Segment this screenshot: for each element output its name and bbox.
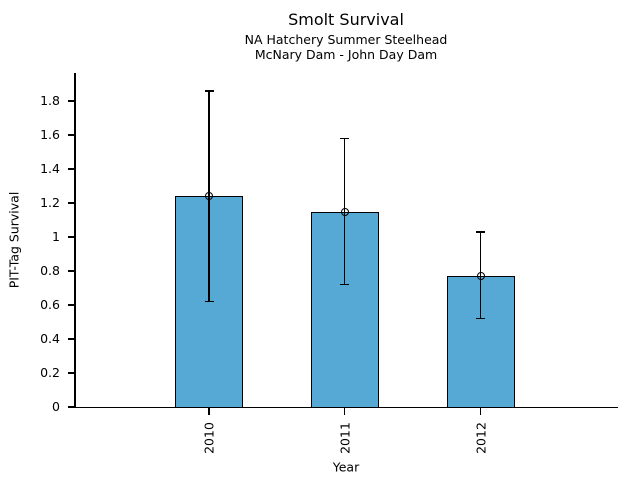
y-tick-label: 1 — [52, 229, 60, 244]
y-tick — [68, 406, 75, 408]
y-tick — [68, 236, 75, 238]
chart-subtitle-line1: NA Hatchery Summer Steelhead — [244, 32, 448, 47]
point-marker-2012 — [476, 272, 485, 281]
y-tick-label: 0.2 — [40, 365, 60, 380]
chart-title: Smolt Survival — [288, 10, 404, 29]
y-tick — [68, 100, 75, 102]
error-bar-cap-bottom-2010 — [204, 300, 214, 303]
point-marker-2010 — [205, 192, 213, 201]
y-tick — [68, 338, 75, 340]
y-tick-label: 1.8 — [40, 93, 60, 108]
x-tick-2012 — [479, 408, 482, 415]
bar-2012 — [446, 276, 515, 408]
chart-subtitle-line2: McNary Dam - John Day Dam — [254, 47, 438, 62]
y-tick-label: 1.6 — [40, 127, 60, 142]
error-bar-cap-bottom-2012 — [476, 317, 485, 320]
y-tick-label: 1.2 — [40, 195, 60, 210]
error-bar-cap-bottom-2011 — [340, 283, 349, 286]
y-tick — [68, 168, 75, 170]
y-tick-label: 1.4 — [40, 161, 60, 176]
x-tick-2011 — [343, 408, 346, 415]
error-bar-cap-top-2010 — [204, 90, 214, 92]
y-tick — [68, 372, 75, 374]
y-tick — [68, 134, 75, 136]
y-tick-label: 0.4 — [40, 331, 60, 346]
x-axis-label: Year — [332, 459, 360, 475]
y-tick — [68, 202, 75, 204]
x-tick-label-2011: 2011 — [337, 422, 352, 454]
x-tick-label-2010: 2010 — [201, 422, 217, 454]
y-tick-label: 0.6 — [40, 297, 60, 312]
y-axis-line — [74, 73, 76, 408]
x-tick-label-2012: 2012 — [473, 422, 488, 454]
error-bar-cap-top-2011 — [340, 137, 349, 140]
x-tick-2010 — [208, 408, 210, 415]
y-tick — [68, 304, 75, 306]
y-tick — [68, 270, 75, 272]
error-bar-cap-top-2012 — [476, 231, 485, 233]
y-tick-label: 0 — [52, 399, 60, 414]
y-tick-label: 0.8 — [40, 263, 60, 278]
point-marker-2011 — [340, 207, 349, 216]
